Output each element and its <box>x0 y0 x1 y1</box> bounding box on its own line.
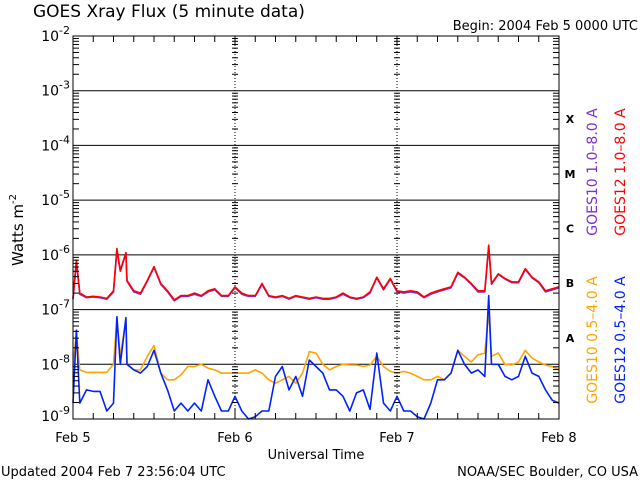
y-tick-exponent: -8 <box>59 352 70 365</box>
y-tick-base: 10 <box>41 193 59 209</box>
x-tick-label: Feb 7 <box>379 431 414 446</box>
series-line-goes10-1-0-8-0-a <box>72 246 560 302</box>
y-tick-base: 10 <box>41 138 59 154</box>
y-tick-exponent: -7 <box>59 298 70 311</box>
legend-entry: GOES10 1.0–8.0 A <box>585 108 601 236</box>
y-tick-label: 10-3 <box>41 79 70 100</box>
updated-time: Updated 2004 Feb 7 23:56:04 UTC <box>1 465 226 480</box>
y-tick-base: 10 <box>41 409 59 425</box>
credit: NOAA/SEC Boulder, CO USA <box>457 465 638 480</box>
begin-time: Begin: 2004 Feb 5 0000 UTC <box>453 19 638 34</box>
legend: GOES10 1.0–8.0 A GOES12 1.0–8.0 A GOES10 0… <box>585 108 629 404</box>
x-tick-labels: Feb 5 Feb 6 Feb 7 Feb 8 <box>55 431 576 446</box>
series-line-goes12-1-0-8-0-a <box>72 244 560 301</box>
axis-ticks <box>72 36 560 419</box>
y-tick-labels: 10-210-310-410-510-610-710-810-9 <box>41 24 70 425</box>
y-tick-exponent: -2 <box>59 24 70 37</box>
y-tick-base: 10 <box>41 357 59 373</box>
y-tick-label: 10-5 <box>41 188 70 209</box>
chart-title: GOES Xray Flux (5 minute data) <box>33 2 305 22</box>
flare-class-labels: X M C B A <box>565 113 576 345</box>
y-tick-base: 10 <box>41 84 59 100</box>
flare-class-label: M <box>565 168 576 181</box>
legend-entry: GOES10 0.5–4.0 A <box>585 276 601 404</box>
x-axis-label: Universal Time <box>268 448 365 463</box>
grid <box>73 36 559 419</box>
series-line-goes12-0-5-4-0-a <box>72 294 560 420</box>
series-line-goes10-0-5-4-0-a <box>72 311 560 385</box>
flare-class-label: X <box>566 113 575 126</box>
legend-entry: GOES12 0.5–4.0 A <box>613 276 629 404</box>
y-tick-exponent: -6 <box>59 243 70 256</box>
x-tick-label: Feb 6 <box>217 431 252 446</box>
y-tick-base: 10 <box>41 29 59 45</box>
y-tick-label: 10-8 <box>41 352 70 373</box>
y-tick-label: 10-6 <box>41 243 70 264</box>
y-axis-label-text: Watts m <box>9 204 27 266</box>
y-axis-label: Watts m-2 <box>8 194 27 266</box>
y-tick-base: 10 <box>41 248 59 264</box>
flare-class-label: C <box>566 223 574 236</box>
series-group <box>72 244 560 420</box>
x-tick-label: Feb 8 <box>541 431 576 446</box>
y-tick-label: 10-4 <box>41 133 70 154</box>
flare-class-label: A <box>566 332 575 345</box>
y-tick-base: 10 <box>41 303 59 319</box>
y-tick-exponent: -4 <box>59 133 70 146</box>
y-tick-exponent: -5 <box>59 188 70 201</box>
y-tick-exponent: -9 <box>59 404 70 417</box>
y-tick-label: 10-2 <box>41 24 70 45</box>
x-tick-label: Feb 5 <box>55 431 90 446</box>
y-tick-exponent: -3 <box>59 79 70 92</box>
y-tick-label: 10-7 <box>41 298 70 319</box>
y-axis-label-exponent: -2 <box>8 194 19 204</box>
y-tick-label: 10-9 <box>41 404 70 425</box>
legend-entry: GOES12 1.0–8.0 A <box>613 108 629 236</box>
flare-class-label: B <box>566 277 574 290</box>
